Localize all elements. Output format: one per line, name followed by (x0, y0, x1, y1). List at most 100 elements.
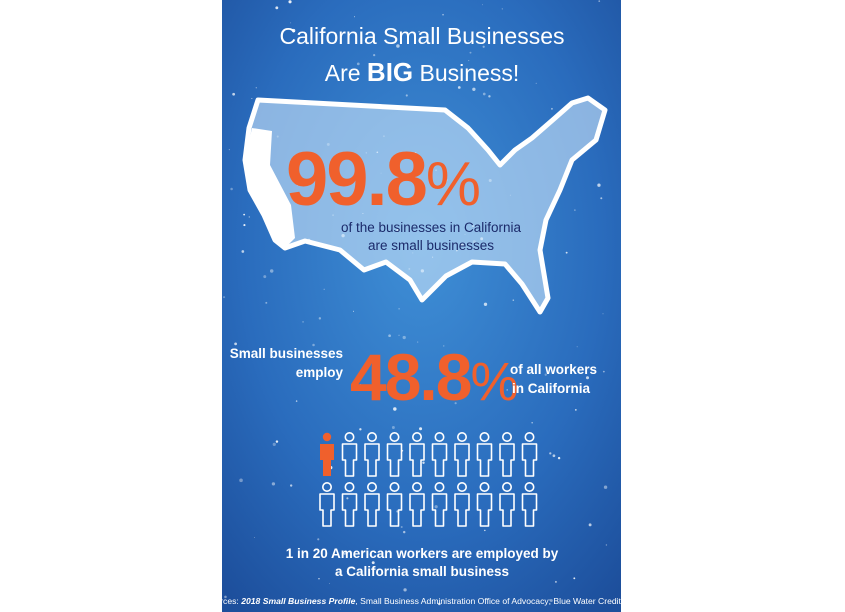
person-head (412, 432, 422, 442)
person-head (322, 432, 332, 442)
star (402, 530, 406, 534)
star (557, 456, 561, 460)
star (603, 485, 608, 489)
star (275, 6, 279, 10)
person-body (319, 493, 335, 527)
sources-prefix: Sources: (205, 596, 239, 606)
california-shape (245, 128, 295, 248)
stat2-value: 48.8% (350, 340, 517, 414)
star (574, 409, 577, 411)
star (402, 335, 406, 340)
person-body (386, 493, 403, 527)
sources-title: 2018 Small Business Profile (240, 596, 355, 606)
star (434, 505, 438, 509)
star (359, 384, 361, 386)
star (600, 197, 603, 200)
person-head (524, 482, 535, 492)
star (512, 299, 515, 301)
person-body (521, 493, 538, 527)
star (228, 149, 230, 151)
person-icon (341, 482, 358, 527)
star (302, 321, 304, 323)
footer-line: a California small business (335, 564, 509, 579)
star (598, 0, 601, 2)
star (288, 0, 292, 4)
us-map (242, 95, 608, 315)
footer-line: 1 in 20 American workers are employed by (286, 546, 559, 561)
star (388, 334, 391, 338)
star (373, 54, 376, 57)
stat1-value: 99.8% (286, 137, 479, 222)
star (605, 544, 608, 546)
star (400, 525, 403, 529)
star (272, 442, 276, 446)
star (432, 574, 434, 576)
title-line2: Are BIG Business! (325, 57, 520, 87)
person-icon (454, 432, 470, 477)
star (531, 422, 533, 424)
star (482, 92, 486, 96)
person-body (454, 493, 470, 527)
person-head (434, 482, 445, 492)
star (224, 595, 227, 599)
stat1-number: 99.8 (286, 137, 426, 222)
person-head (479, 432, 490, 442)
person-body (364, 493, 380, 527)
stat1-unit: % (426, 150, 479, 219)
person-body (341, 493, 358, 527)
star (398, 308, 400, 310)
star (585, 376, 590, 380)
star (484, 529, 486, 532)
star (295, 400, 298, 402)
star (255, 87, 257, 89)
person-body (409, 443, 425, 477)
star (343, 552, 346, 555)
star (234, 342, 237, 346)
star (501, 8, 503, 10)
person-body (454, 443, 470, 477)
star (482, 4, 483, 6)
star (251, 97, 253, 100)
star (263, 275, 267, 279)
star (239, 478, 243, 483)
star (554, 580, 557, 583)
star (290, 22, 292, 24)
star (354, 16, 356, 18)
star (576, 346, 578, 348)
person-head (344, 482, 355, 492)
star (289, 484, 293, 487)
person-head (344, 432, 355, 442)
star (352, 310, 355, 312)
star (359, 428, 362, 431)
star (290, 600, 293, 603)
star (241, 250, 245, 253)
person-body (499, 493, 515, 527)
star (371, 561, 375, 565)
star (271, 482, 276, 486)
star (339, 608, 341, 610)
person-icon (364, 432, 380, 477)
stat2-before: Small businesses (230, 346, 343, 361)
person-icon (521, 482, 538, 527)
star (356, 62, 360, 66)
star (544, 373, 547, 376)
person-body (521, 443, 538, 477)
person-body (386, 443, 403, 477)
star (417, 341, 419, 343)
person-body (499, 443, 515, 477)
star (506, 389, 508, 391)
star (573, 577, 576, 580)
star (332, 356, 334, 358)
star (403, 588, 407, 592)
star (232, 92, 236, 96)
star (418, 30, 420, 33)
star (318, 317, 322, 320)
star (472, 87, 476, 91)
person-icon (499, 482, 515, 527)
person-head (479, 482, 490, 492)
sources-rest: , Small Business Administration Office o… (355, 596, 639, 606)
person-icon (431, 432, 448, 477)
person-icon (521, 432, 538, 477)
star (243, 224, 246, 227)
person-body (341, 443, 358, 477)
